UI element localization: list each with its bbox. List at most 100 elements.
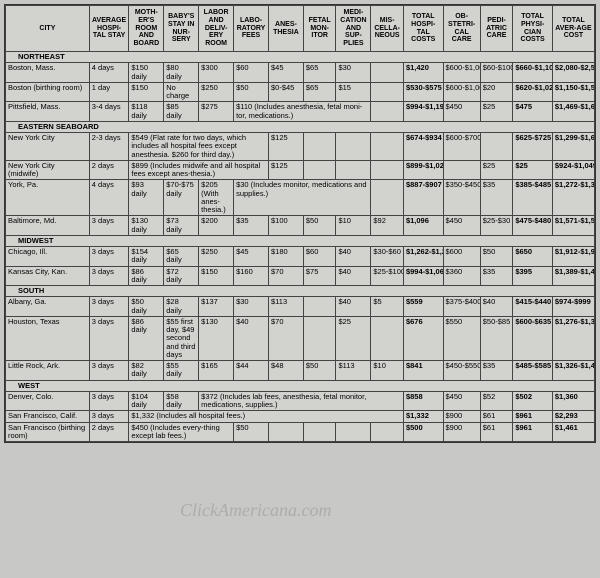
cell: $600-$1,000 — [443, 82, 480, 102]
cell: $620-$1,020 — [513, 82, 553, 102]
cell: $52 — [480, 391, 513, 411]
region-row: SOUTH — [6, 286, 595, 297]
cell: 3 days — [89, 361, 129, 381]
data-row: Boston, Mass.4 days$150 daily$80 daily$3… — [6, 63, 595, 83]
cell: $900 — [443, 422, 480, 442]
cell: $1,262-$1,292 — [403, 247, 443, 267]
cell — [371, 160, 404, 180]
region-label: EASTERN SEABOARD — [6, 121, 595, 132]
cell: $205 (With anes-thesia.) — [199, 180, 234, 216]
cell: $10 — [336, 216, 371, 236]
cell: Kansas City, Kan. — [6, 266, 90, 286]
cell: $924-$1,049 — [552, 160, 594, 180]
cell: 2-3 days — [89, 133, 129, 161]
cell — [371, 82, 404, 102]
cell: New York City — [6, 133, 90, 161]
cell: $415-$440 — [513, 297, 553, 317]
cell: $600 — [443, 247, 480, 267]
cell: $82 daily — [129, 361, 164, 381]
cell: $35 — [480, 361, 513, 381]
col-header: TOTAL HOSPI-TAL COSTS — [403, 6, 443, 52]
cell: San Francisco (birthing room) — [6, 422, 90, 442]
cell: $75 — [303, 266, 336, 286]
cell: $994-$1,197 — [403, 102, 443, 122]
cell: $5 — [371, 297, 404, 317]
cell — [480, 133, 513, 161]
cell: $70 — [268, 266, 303, 286]
cell: 3 days — [89, 391, 129, 411]
region-row: MIDWEST — [6, 235, 595, 246]
data-row: New York City2-3 days$549 (Flat rate for… — [6, 133, 595, 161]
cell: 2 days — [89, 160, 129, 180]
region-label: MIDWEST — [6, 235, 595, 246]
cell: $900 — [443, 411, 480, 422]
cell — [303, 316, 336, 360]
cell: $1,150-$1,595 — [552, 82, 594, 102]
col-header: OB-STETRI-CAL CARE — [443, 6, 480, 52]
cell: $50 — [234, 82, 269, 102]
cell: $1,332 — [403, 411, 443, 422]
cell: $899 (Includes midwife and all hospital … — [129, 160, 269, 180]
cell: 3 days — [89, 411, 129, 422]
cell: $30 — [336, 63, 371, 83]
cell: Boston (birthing room) — [6, 82, 90, 102]
cell: $35 — [480, 266, 513, 286]
data-row: Little Rock, Ark.3 days$82 daily$55 dail… — [6, 361, 595, 381]
data-row: Baltimore, Md.3 days$130 daily$73 daily$… — [6, 216, 595, 236]
cell: $86 daily — [129, 266, 164, 286]
cell: $200 — [199, 216, 234, 236]
cell: $994-$1,069 — [403, 266, 443, 286]
cell: $60-$100 — [480, 63, 513, 83]
cell: $25 — [480, 102, 513, 122]
cell: $1,299-$1,659 — [552, 133, 594, 161]
region-row: WEST — [6, 380, 595, 391]
cell: $40 — [234, 316, 269, 360]
cell: $50 — [480, 247, 513, 267]
cell: 1 day — [89, 82, 129, 102]
cell: $70-$75 daily — [164, 180, 199, 216]
cell: $475-$480 — [513, 216, 553, 236]
cell: 3 days — [89, 247, 129, 267]
cell: $25-$100 — [371, 266, 404, 286]
cell: $130 daily — [129, 216, 164, 236]
cell: $160 — [234, 266, 269, 286]
cell: $30-$60 — [371, 247, 404, 267]
cell: 3 days — [89, 297, 129, 317]
cell: 2 days — [89, 422, 129, 442]
cell: Denver, Colo. — [6, 391, 90, 411]
cell: Houston, Texas — [6, 316, 90, 360]
cell: $1,332 (Includes all hospital fees.) — [129, 411, 404, 422]
cell: $600-$1,000 — [443, 63, 480, 83]
cell — [371, 180, 404, 216]
cell: $60 — [303, 247, 336, 267]
region-label: SOUTH — [6, 286, 595, 297]
cell: $118 daily — [129, 102, 164, 122]
cell — [303, 297, 336, 317]
cell: $1,326-$1,426 — [552, 361, 594, 381]
watermark: ClickAmericana.com — [180, 500, 331, 521]
cell: $1,389-$1,464 — [552, 266, 594, 286]
cell: $1,096 — [403, 216, 443, 236]
cell: $1,272-$1,392 — [552, 180, 594, 216]
cell: $10 — [371, 361, 404, 381]
cell — [303, 422, 336, 442]
cell: $899-$1,024 — [403, 160, 443, 180]
cell: $113 — [336, 361, 371, 381]
col-header: TOTAL PHYSI-CIAN COSTS — [513, 6, 553, 52]
cell: $841 — [403, 361, 443, 381]
cell: $450 (Includes every-thing except lab fe… — [129, 422, 234, 442]
cell: $549 (Flat rate for two days, which incl… — [129, 133, 269, 161]
data-row: Boston (birthing room)1 day$150No charge… — [6, 82, 595, 102]
col-header: MIS-CELLA-NEOUS — [371, 6, 404, 52]
cell: $660-$1,100 — [513, 63, 553, 83]
cell: $530-$575 — [403, 82, 443, 102]
cell: $44 — [234, 361, 269, 381]
cell: $676 — [403, 316, 443, 360]
cell: $45 — [268, 63, 303, 83]
cell: $30 — [234, 297, 269, 317]
cell: New York City (midwife) — [6, 160, 90, 180]
cell: $25 — [480, 160, 513, 180]
cell: 4 days — [89, 180, 129, 216]
cell: $35 — [480, 180, 513, 216]
cell: $887-$907 — [403, 180, 443, 216]
